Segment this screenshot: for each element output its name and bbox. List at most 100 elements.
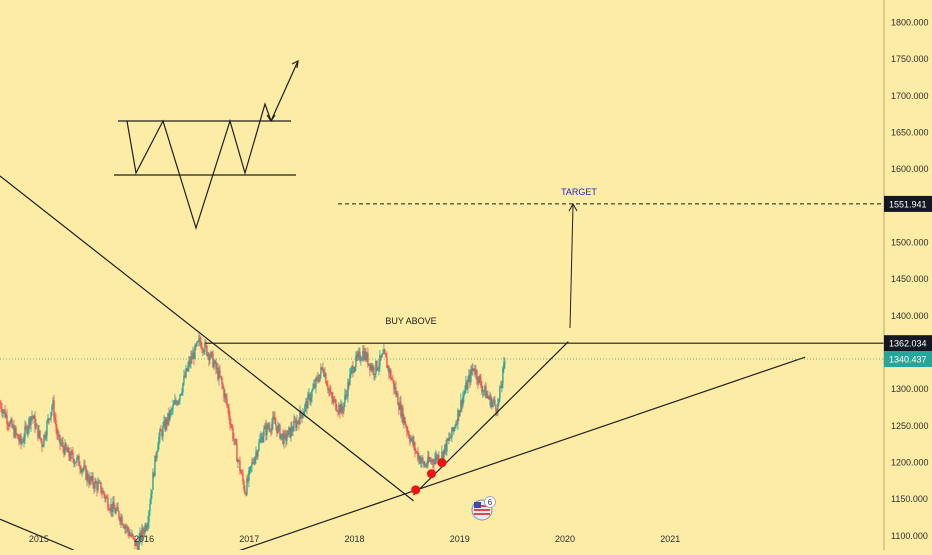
candle-body (29, 418, 31, 426)
candle-body (329, 389, 331, 393)
candle-body (57, 434, 59, 437)
candle-body (226, 398, 228, 405)
candle-body (405, 424, 407, 427)
candle-body (80, 468, 82, 472)
candle-body (4, 409, 6, 418)
candle-body (163, 421, 165, 426)
candle-body (208, 353, 210, 361)
candle-body (6, 415, 8, 424)
candle-body (356, 355, 358, 358)
candle-body (277, 425, 279, 434)
entry-marker (437, 458, 447, 468)
candle-body (263, 428, 265, 437)
candle-body (343, 402, 345, 411)
candle-body (188, 360, 190, 366)
candle-body (192, 352, 194, 360)
candle-body (484, 386, 486, 391)
candle-body (412, 437, 414, 445)
candle-body (38, 430, 40, 438)
candle-body (18, 439, 20, 442)
candle-body (477, 379, 479, 384)
candle-body (375, 360, 377, 375)
candle-body (293, 420, 295, 431)
candle-body (209, 356, 211, 361)
candle-body (455, 423, 457, 428)
candle-body (219, 370, 221, 377)
candle-body (400, 402, 402, 417)
event-badge[interactable]: 6 (471, 496, 496, 521)
candle-body (409, 437, 411, 442)
candle-body (107, 497, 109, 509)
candle-body (316, 377, 318, 379)
candle-body (73, 458, 75, 465)
candle-body (124, 526, 126, 529)
candle-body (370, 365, 372, 371)
candle-body (1, 408, 3, 414)
candle-body (103, 491, 105, 496)
candle-body (433, 462, 435, 464)
candle-body (214, 361, 216, 364)
candle-body (358, 352, 360, 354)
candle-body (285, 433, 287, 441)
candle-body (196, 341, 198, 346)
time-axis[interactable]: 2015 2016 2017 2018 2019 2020 2021 (29, 534, 680, 544)
candle-body (155, 455, 157, 459)
candle-body (452, 427, 454, 431)
candle-body (432, 459, 434, 463)
candle-body (55, 419, 57, 428)
candle-body (201, 347, 203, 349)
candle-body (129, 534, 131, 536)
candle-body (61, 442, 63, 444)
candle-body (339, 405, 341, 414)
candle-body (187, 365, 189, 371)
candle-body (186, 368, 188, 371)
candle-body (444, 444, 446, 450)
candle-body (77, 456, 79, 458)
candle-body (442, 451, 444, 460)
candle-body (502, 368, 504, 384)
candle-body (307, 394, 309, 409)
y-tick-label: 1650.000 (891, 128, 929, 138)
price-label: 1551.941 (889, 199, 927, 209)
candle-body (384, 349, 386, 354)
candle-body (69, 456, 71, 460)
candle-body (228, 408, 230, 417)
candle-body (26, 426, 28, 434)
candle-body (68, 448, 70, 457)
candle-body (429, 460, 431, 462)
candle-body (472, 368, 474, 371)
candle-body (135, 541, 137, 546)
candle-body (210, 351, 212, 357)
candle-body (416, 451, 418, 453)
candle-body (322, 368, 324, 372)
candle-body (248, 470, 250, 481)
long-ascending-trendline (236, 356, 806, 553)
candle-body (346, 394, 348, 397)
price-label-box (884, 195, 932, 212)
candle-body (193, 352, 195, 359)
candle-body (52, 400, 54, 407)
candle-body (250, 466, 252, 467)
candle-body (259, 439, 261, 443)
candle-body (413, 442, 415, 445)
candle-body (227, 404, 229, 409)
candle-body (446, 438, 448, 452)
candle-body (489, 395, 491, 400)
candle-body (418, 456, 420, 460)
candle-body (5, 415, 7, 418)
price-axis[interactable]: 1100.000 1150.000 1200.000 1250.000 1300.000… (883, 0, 932, 550)
candle-body (478, 376, 480, 384)
candle-body (355, 355, 357, 368)
x-tick-label: 2015 (29, 534, 49, 544)
y-tick-label: 1400.000 (891, 311, 929, 321)
candle-body (465, 382, 467, 391)
candle-body (130, 534, 132, 537)
candle-body (338, 405, 340, 412)
candle-body (237, 460, 239, 462)
candle-body (229, 416, 231, 425)
x-tick-label: 2019 (450, 534, 470, 544)
candle-body (475, 370, 477, 375)
candle-body (13, 426, 15, 437)
